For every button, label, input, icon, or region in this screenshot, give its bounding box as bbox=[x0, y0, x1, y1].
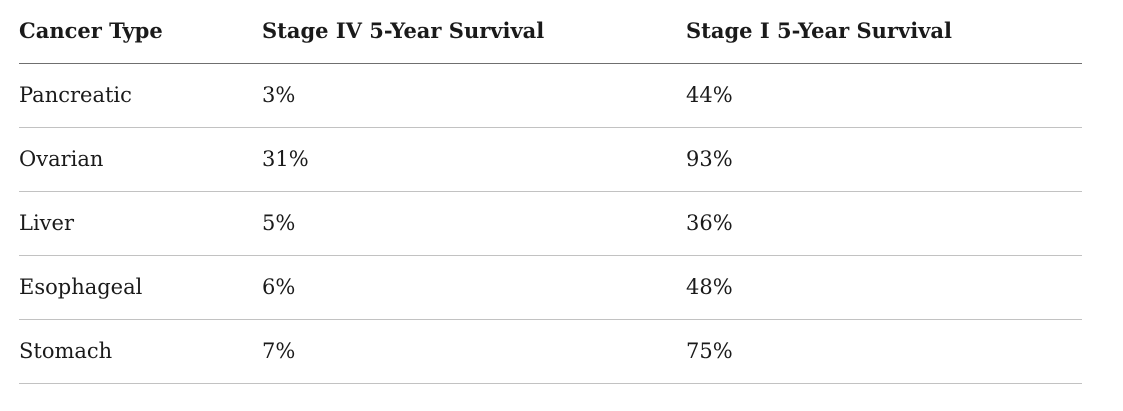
table-body: Pancreatic 3% 44% Ovarian 31% 93% Liver 5% 36% Es… bbox=[19, 63, 1082, 384]
cancer-type-cell: Ovarian bbox=[19, 127, 262, 192]
cancer-type-cell: Stomach bbox=[19, 319, 262, 384]
stage-iv-value-cell: 6% bbox=[262, 255, 686, 320]
cancer-type-cell: Esophageal bbox=[19, 255, 262, 320]
table-row: Ovarian 31% 93% bbox=[19, 127, 1082, 192]
column-header-cancer-type: Cancer Type bbox=[19, 1, 262, 64]
cancer-type-cell: Liver bbox=[19, 191, 262, 256]
stage-i-value-cell: 75% bbox=[686, 319, 1082, 384]
table-row: Stomach 7% 75% bbox=[19, 319, 1082, 384]
page: Cancer Type Stage IV 5-Year Survival Sta… bbox=[19, 1, 1082, 384]
column-header-stage-iv-survival: Stage IV 5-Year Survival bbox=[262, 1, 686, 64]
stage-iv-value-cell: 5% bbox=[262, 191, 686, 256]
stage-i-value-cell: 44% bbox=[686, 63, 1082, 128]
cancer-type-cell: Pancreatic bbox=[19, 63, 262, 128]
table-row: Esophageal 6% 48% bbox=[19, 255, 1082, 320]
survival-table: Cancer Type Stage IV 5-Year Survival Sta… bbox=[19, 1, 1082, 384]
table-header-row: Cancer Type Stage IV 5-Year Survival Sta… bbox=[19, 1, 1082, 64]
stage-i-value-cell: 48% bbox=[686, 255, 1082, 320]
stage-iv-value-cell: 7% bbox=[262, 319, 686, 384]
table-row: Liver 5% 36% bbox=[19, 191, 1082, 256]
table-row: Pancreatic 3% 44% bbox=[19, 63, 1082, 128]
stage-iv-value-cell: 31% bbox=[262, 127, 686, 192]
stage-i-value-cell: 93% bbox=[686, 127, 1082, 192]
stage-i-value-cell: 36% bbox=[686, 191, 1082, 256]
column-header-stage-i-survival: Stage I 5-Year Survival bbox=[686, 1, 1082, 64]
stage-iv-value-cell: 3% bbox=[262, 63, 686, 128]
